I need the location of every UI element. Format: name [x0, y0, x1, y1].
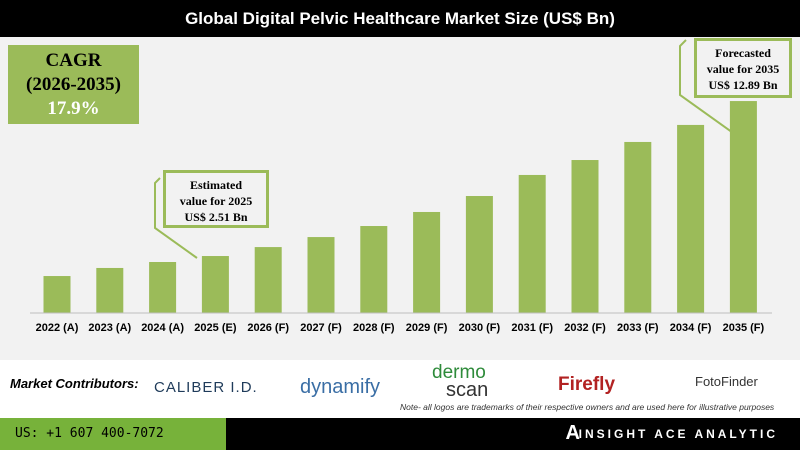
- x-tick-label: 2026 (F): [247, 322, 289, 334]
- bar-chart: 2022 (A) 2023 (A) 2024 (A) 2025 (E) 2026 (F)…: [30, 39, 772, 334]
- callout-2025-line2: value for 2025: [179, 194, 253, 208]
- callout-2035-pointer: [679, 39, 737, 136]
- x-tick-label: 2035 (F): [723, 322, 765, 334]
- x-tick-label: 2028 (F): [353, 322, 395, 334]
- bar-2025: [201, 256, 229, 313]
- x-tick-label: 2024 (A): [141, 322, 184, 334]
- x-tick-label: 2023 (A): [88, 322, 131, 334]
- bar-2035: [729, 101, 757, 313]
- bar-2029: [413, 211, 441, 313]
- brand-logo-icon: A: [565, 422, 580, 444]
- contributors-label: Market Contributors:: [10, 376, 139, 391]
- chart-title: Global Digital Pelvic Healthcare Market …: [0, 0, 800, 37]
- trademark-note: Note- all logos are trademarks of their …: [400, 402, 775, 412]
- bar-2026: [254, 247, 282, 313]
- bar-2023: [96, 267, 124, 313]
- cagr-value: 17.9%: [47, 98, 100, 119]
- logo-dermo: dermo: [432, 362, 486, 383]
- x-tick-label: 2030 (F): [459, 322, 501, 334]
- bar-2027: [307, 237, 335, 313]
- bar-2032: [571, 160, 599, 313]
- callout-2035-line3: US$ 12.89 Bn: [708, 78, 778, 92]
- callout-2025: Estimated value for 2025 US$ 2.51 Bn: [163, 170, 269, 228]
- callout-2025-line3: US$ 2.51 Bn: [184, 210, 248, 224]
- bar-2030: [465, 196, 493, 313]
- cagr-box: CAGR (2026-2035) 17.9%: [8, 45, 139, 124]
- bar-2033: [624, 141, 652, 313]
- contributors-section: Market Contributors: CALIBER I.D. dynami…: [0, 362, 800, 417]
- x-tick-label: 2027 (F): [300, 322, 342, 334]
- x-tick-label: 2029 (F): [406, 322, 448, 334]
- callout-2025-line1: Estimated: [190, 178, 242, 192]
- phone-number: US: +1 607 400-7072: [0, 418, 226, 450]
- x-tick-label: 2034 (F): [670, 322, 712, 334]
- callout-2035-line1: Forecasted: [715, 46, 771, 60]
- callout-2025-pointer: [154, 177, 198, 259]
- bar-2031: [518, 174, 546, 313]
- bar-2028: [360, 226, 388, 313]
- logo-firefly: Firefly: [558, 374, 616, 395]
- bar-2024: [149, 261, 177, 313]
- x-tick-label: 2032 (F): [564, 322, 606, 334]
- bar-2022: [43, 276, 71, 313]
- logo-fotofinder: FotoFinder: [695, 374, 758, 389]
- x-tick-label: 2031 (F): [511, 322, 553, 334]
- cagr-period: (2026-2035): [26, 74, 121, 95]
- x-tick-label: 2033 (F): [617, 322, 659, 334]
- callout-2035-line2: value for 2035: [706, 62, 780, 76]
- logo-caliber: CALIBER I.D.: [154, 379, 258, 396]
- brand-name: INSIGHT ACE ANALYTIC: [578, 427, 778, 441]
- bar-2034: [677, 124, 705, 313]
- footer-brand-bar: A INSIGHT ACE ANALYTIC: [226, 418, 800, 450]
- logo-dynamify: dynamify: [300, 376, 381, 398]
- callout-2035: Forecasted value for 2035 US$ 12.89 Bn: [694, 38, 792, 98]
- x-tick-label: 2022 (A): [36, 322, 79, 334]
- cagr-label: CAGR: [45, 50, 102, 71]
- x-tick-label: 2025 (E): [194, 322, 237, 334]
- logo-scan: scan: [446, 379, 489, 401]
